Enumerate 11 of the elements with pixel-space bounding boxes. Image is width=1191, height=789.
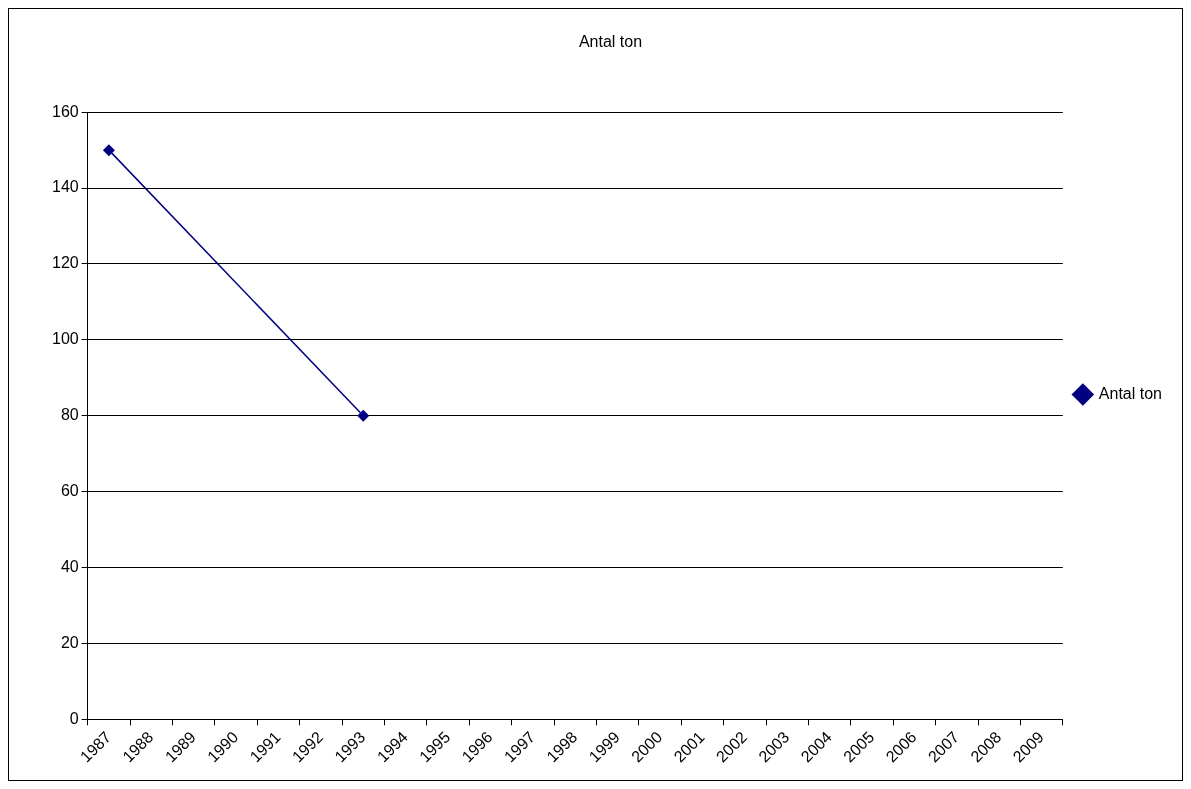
y-tick-label: 140 (51, 178, 79, 196)
y-tick-label: 100 (51, 330, 79, 348)
y-tick-label: 40 (60, 557, 79, 575)
legend-label: Antal ton (1098, 384, 1162, 402)
y-tick-label: 160 (51, 102, 79, 120)
y-tick-label: 0 (69, 709, 79, 727)
y-tick-label: 120 (51, 254, 79, 272)
y-tick-label: 80 (60, 406, 79, 424)
chart-title: Antal ton (578, 33, 643, 51)
y-tick-label: 20 (60, 633, 79, 651)
y-tick-label: 60 (60, 482, 79, 500)
